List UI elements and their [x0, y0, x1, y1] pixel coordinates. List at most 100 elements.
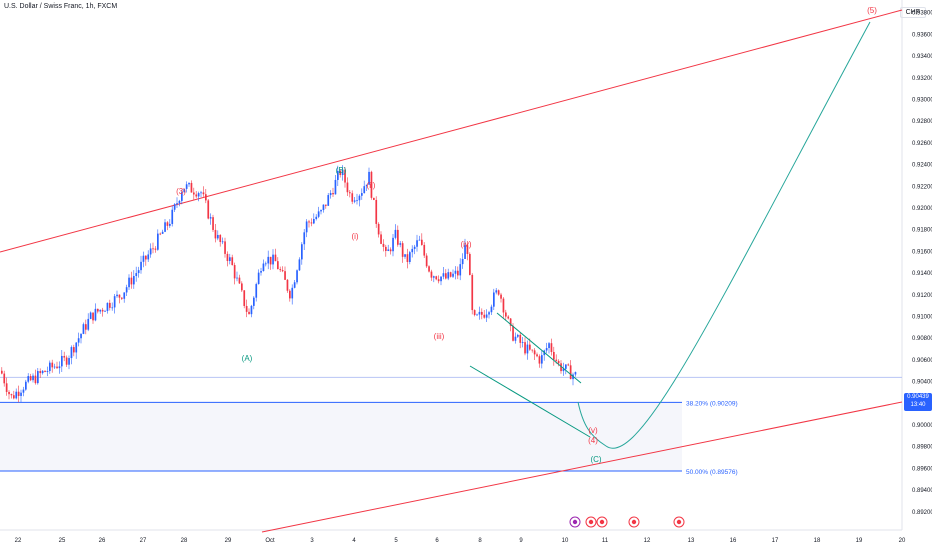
candle-body: [22, 389, 25, 393]
candle-body: [70, 347, 73, 359]
y-tick-label: 0.89800: [912, 445, 932, 451]
candle-body: [29, 376, 32, 381]
y-tick-label: 0.92800: [912, 119, 932, 125]
candle-body: [53, 366, 56, 368]
candle-body: [56, 366, 58, 369]
candle-body: [85, 324, 87, 330]
candle-body: [161, 231, 164, 234]
wave-label: (iv): [460, 240, 471, 249]
wave-label: (ii): [367, 181, 376, 190]
candle-body: [171, 209, 174, 224]
x-tick-label: 11: [602, 538, 609, 544]
candle-body: [269, 256, 272, 265]
candle-body: [481, 311, 483, 315]
y-tick-label: 0.90600: [912, 358, 932, 364]
y-tick-label: 0.91800: [912, 228, 932, 234]
candle-body: [243, 290, 246, 306]
candle-body: [505, 312, 507, 317]
candle-body: [197, 193, 200, 197]
candle-body: [154, 248, 157, 250]
candle-body: [353, 200, 356, 202]
candle-body: [349, 192, 351, 194]
event-icon-dot: [572, 519, 578, 525]
candle-body: [322, 204, 325, 211]
candle-body: [212, 217, 214, 230]
candle-body: [363, 186, 366, 194]
candle-body: [37, 371, 39, 384]
candle-body: [389, 249, 392, 252]
candle-body: [375, 199, 378, 224]
y-tick-label: 0.91600: [912, 249, 932, 255]
x-tick-label: 13: [688, 538, 695, 544]
candle-body: [490, 306, 493, 313]
candle-body: [245, 305, 248, 312]
candle-body: [183, 188, 186, 193]
candle-body: [370, 171, 373, 198]
candle-body: [332, 193, 334, 195]
candle-body: [195, 194, 198, 197]
candle-body: [387, 249, 390, 251]
candle-body: [3, 373, 6, 384]
candle-body: [574, 372, 577, 375]
candle-body: [68, 358, 70, 365]
candle-body: [87, 318, 90, 330]
wedge-upper-line: [496, 312, 582, 384]
candle-body: [255, 284, 258, 298]
y-tick-label: 0.92400: [912, 163, 932, 169]
candle-body: [392, 237, 394, 252]
candle-body: [41, 370, 44, 374]
candle-body: [517, 334, 519, 337]
candle-body: [512, 325, 514, 341]
currency-button[interactable]: CHF: [899, 7, 926, 18]
candle-body: [399, 243, 402, 245]
candle-body: [500, 294, 502, 299]
candle-body: [142, 255, 145, 262]
candle-body: [406, 254, 409, 262]
candle-body: [526, 344, 529, 354]
candle-body: [298, 259, 301, 271]
x-tick-label: 6: [435, 538, 439, 544]
candle-body: [231, 257, 234, 266]
candle-body: [553, 351, 555, 360]
candle-body: [454, 270, 457, 274]
candle-body: [514, 336, 517, 341]
current-price-tag: 0.90439 13:40: [904, 393, 932, 411]
candle-body: [351, 193, 354, 202]
candle-body: [567, 364, 570, 366]
candle-body: [217, 234, 219, 239]
candle-body: [20, 392, 22, 396]
candle-body: [281, 270, 284, 272]
candle-body: [39, 371, 42, 374]
candle-body: [452, 273, 454, 277]
candle-body: [111, 307, 114, 309]
candle-body: [308, 221, 310, 223]
candle-body: [373, 197, 375, 200]
event-icon-dot: [631, 519, 637, 525]
candle-body: [166, 222, 169, 226]
candle-body: [262, 263, 265, 272]
candle-body: [382, 243, 385, 247]
candle-body: [401, 243, 404, 257]
x-tick-label: 20: [899, 538, 906, 544]
candle-body: [507, 316, 510, 319]
candle-body: [411, 248, 414, 253]
candle-body: [207, 200, 210, 219]
candle-body: [289, 290, 291, 299]
wave-label: (3): [176, 187, 186, 196]
candle-body: [459, 264, 462, 276]
candle-body: [226, 253, 229, 261]
candle-body: [106, 302, 109, 311]
candle-body: [125, 287, 128, 293]
candle-body: [440, 276, 442, 282]
candle-body: [464, 245, 466, 259]
candle-body: [344, 169, 346, 183]
candle-body: [58, 366, 61, 369]
candle-body: [181, 192, 183, 201]
candle-body: [413, 246, 416, 249]
candle-body: [137, 270, 140, 274]
candle-body: [238, 277, 241, 284]
candle-body: [46, 371, 49, 372]
x-tick-label: 16: [730, 538, 737, 544]
candle-body: [202, 192, 205, 195]
